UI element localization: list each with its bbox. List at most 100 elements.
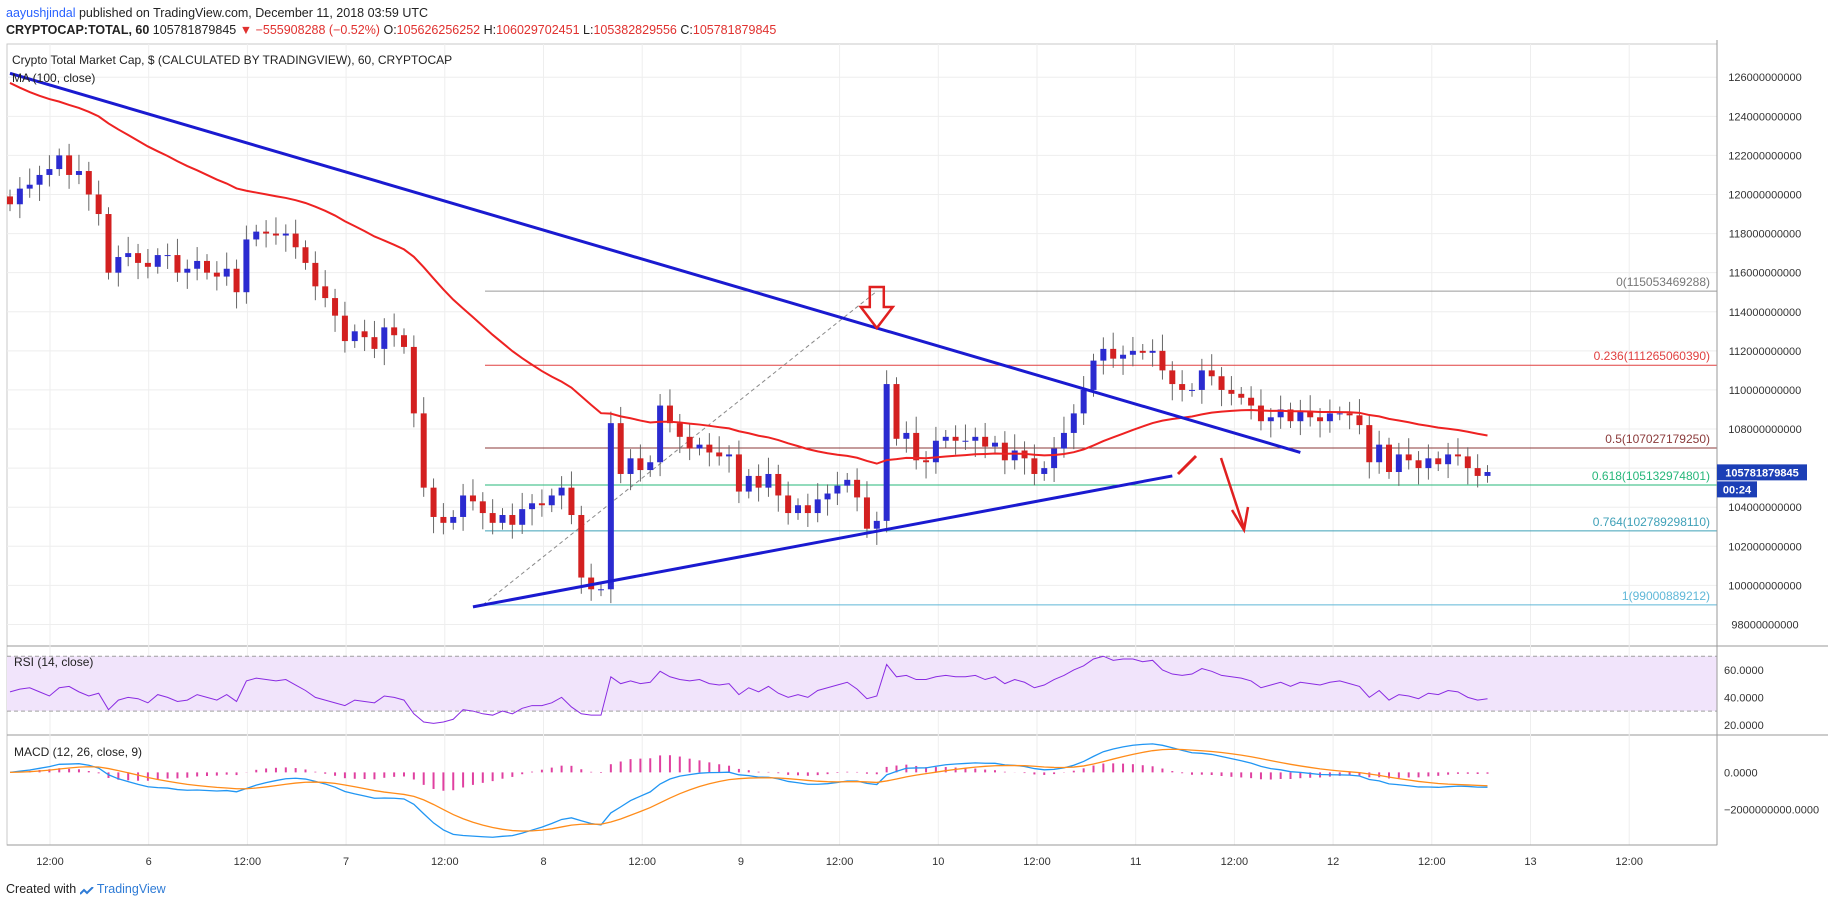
macd-line xyxy=(9,743,1488,838)
fib-level-label: 1(99000889212) xyxy=(1622,589,1710,603)
candle-body xyxy=(883,384,890,521)
price-tick-label: 104000000000 xyxy=(1728,502,1801,514)
macd-tick-label: 0.0000 xyxy=(1724,767,1758,779)
candle-body xyxy=(1031,458,1038,474)
candle-body xyxy=(1346,413,1353,416)
candle-body xyxy=(795,505,801,514)
publish-line: aayushjindal published on TradingView.co… xyxy=(6,5,428,21)
candle-body xyxy=(1425,458,1432,469)
candle-body xyxy=(854,479,861,498)
candle-body xyxy=(1435,458,1442,465)
candle-body xyxy=(164,255,171,257)
candle-body xyxy=(1129,350,1136,355)
time-tick-label: 8 xyxy=(540,856,546,868)
candle-body xyxy=(1386,444,1392,473)
candle-body xyxy=(371,337,378,349)
candle-body xyxy=(292,233,299,248)
time-tick-label: 6 xyxy=(146,856,152,868)
candle-body xyxy=(538,503,545,506)
candle-body xyxy=(499,515,506,523)
candle-body xyxy=(745,475,752,492)
author-link[interactable]: aayushjindal xyxy=(6,6,76,20)
candle-body xyxy=(1277,409,1284,418)
candle-body xyxy=(1267,417,1274,422)
candle-body xyxy=(85,171,92,195)
candle-body xyxy=(509,515,516,525)
candle-body xyxy=(26,184,33,189)
close-value: 105781879845 xyxy=(692,23,777,37)
countdown-badge-text: 00:24 xyxy=(1723,484,1752,496)
candle-body xyxy=(341,315,348,342)
price-badge xyxy=(1717,464,1807,481)
price-tick-label: 98000000000 xyxy=(1731,619,1798,631)
candle-body xyxy=(913,432,920,461)
candle-body xyxy=(1238,393,1245,398)
candle-body xyxy=(1287,409,1294,422)
plot-frame xyxy=(6,43,1718,846)
tradingview-link[interactable]: TradingView xyxy=(96,882,166,896)
open-label: O: xyxy=(383,23,397,37)
rsi-tick-label: 60.0000 xyxy=(1724,665,1764,677)
candle-body xyxy=(952,436,959,441)
time-tick-label: 11 xyxy=(1130,856,1141,868)
candle-body xyxy=(253,231,260,240)
candle-body xyxy=(174,255,181,273)
candle-body xyxy=(16,188,23,205)
candle-body xyxy=(1484,472,1491,476)
candle-body xyxy=(1189,389,1195,391)
candle-body xyxy=(716,452,723,457)
candle-body xyxy=(75,171,82,175)
candle-body xyxy=(440,516,447,523)
rsi-series xyxy=(9,655,1488,724)
macd-label: MACD (12, 26, close, 9) xyxy=(14,745,142,759)
candle-body xyxy=(125,253,132,258)
candle-body xyxy=(1356,415,1363,426)
price-tick-label: 126000000000 xyxy=(1728,72,1801,84)
fib-level-label: 0.618(105132974801) xyxy=(1592,469,1710,483)
candle-body xyxy=(282,233,289,236)
candle-body xyxy=(657,405,664,463)
price-tick-label: 120000000000 xyxy=(1728,189,1801,201)
time-tick-label: 12:00 xyxy=(1221,856,1249,868)
candle-body xyxy=(1405,454,1412,461)
candle-body xyxy=(1454,454,1461,457)
candle-body xyxy=(223,268,230,277)
candle-body xyxy=(115,257,122,273)
time-tick-label: 12:00 xyxy=(431,856,459,868)
price-tick-label: 124000000000 xyxy=(1728,111,1801,123)
candle-body xyxy=(598,589,604,591)
candle-body xyxy=(194,260,201,269)
candle-body xyxy=(982,436,989,447)
down-arrow-icon xyxy=(858,285,896,331)
candle-body xyxy=(1218,376,1225,390)
candle-body xyxy=(962,440,969,442)
price-change: ▼ −555908288 (−0.52%) xyxy=(239,23,380,37)
time-tick-label: 12:00 xyxy=(234,856,262,868)
time-tick-label: 9 xyxy=(738,856,744,868)
candle-body xyxy=(1090,360,1097,390)
candle-body xyxy=(1474,468,1481,476)
price-tick-label: 114000000000 xyxy=(1729,307,1802,319)
low-value: 105382829556 xyxy=(593,23,677,37)
candle-body xyxy=(361,331,368,338)
candle-body xyxy=(1464,456,1471,469)
candle-body xyxy=(1198,370,1205,390)
candle-body xyxy=(785,495,792,514)
candle-body xyxy=(322,286,329,299)
candle-body xyxy=(1228,389,1235,394)
candle-body xyxy=(1445,454,1452,465)
candle-body xyxy=(696,444,703,449)
countdown-badge xyxy=(1717,481,1757,498)
candle-body xyxy=(430,487,437,517)
candle-body xyxy=(332,298,339,316)
candle-body xyxy=(844,479,851,486)
created-with: Created with xyxy=(6,882,77,896)
candle-body xyxy=(1307,411,1314,418)
time-tick-label: 12:00 xyxy=(36,856,64,868)
candle-body xyxy=(972,436,979,441)
signal-line xyxy=(9,748,1488,832)
last-price: 105781879845 xyxy=(152,23,237,37)
candle-body xyxy=(873,520,880,529)
trendlines xyxy=(9,71,1301,609)
candle-body xyxy=(568,487,575,516)
